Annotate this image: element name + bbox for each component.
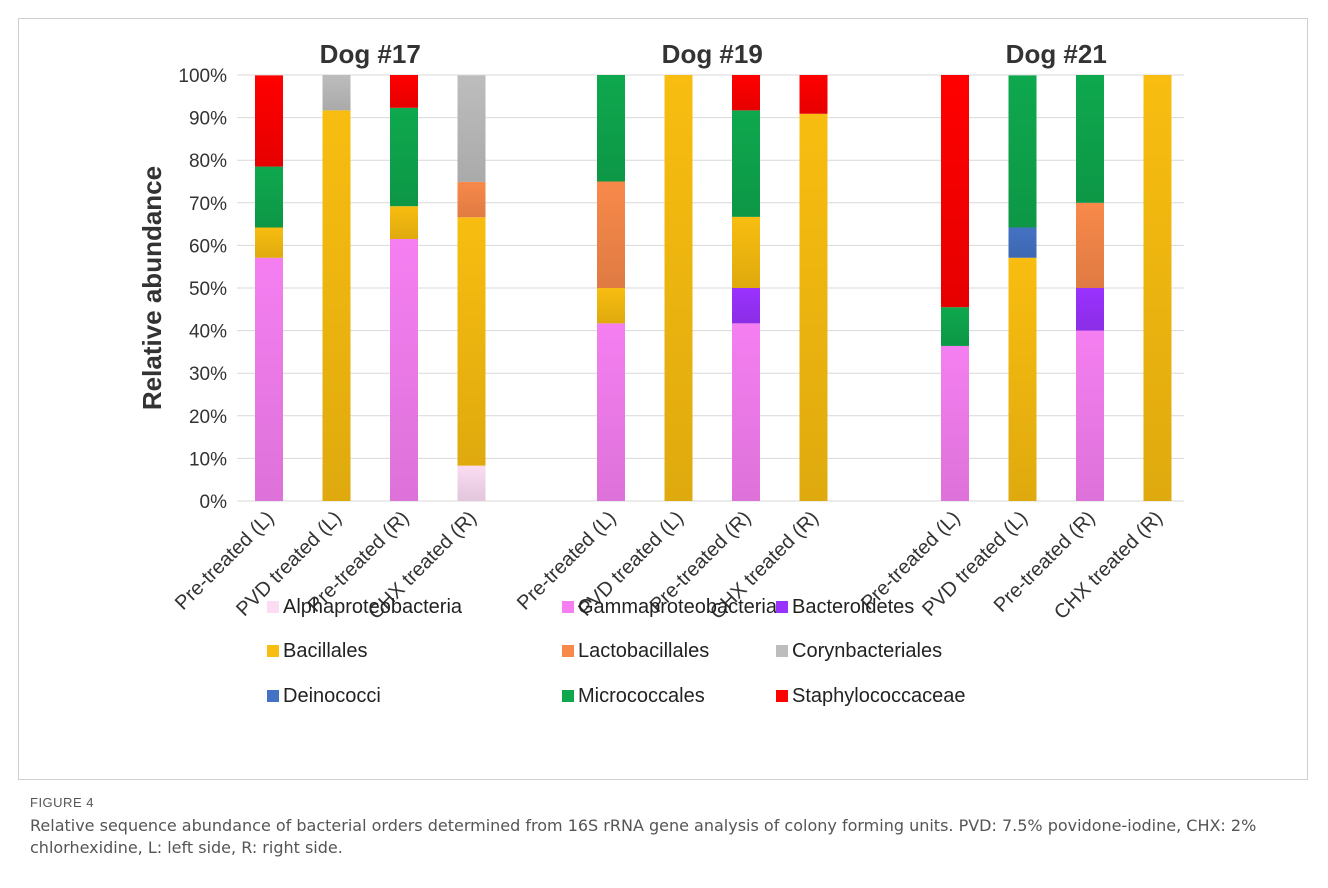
bar-segment [941, 75, 969, 308]
legend-swatch [267, 601, 279, 613]
bar-segment [457, 217, 486, 466]
bar-segment [732, 110, 760, 217]
y-tick-label: 40% [189, 322, 227, 343]
grid-lines [237, 74, 1184, 502]
bar-segment [941, 307, 969, 346]
bar-segment [1008, 227, 1037, 258]
bar-segment [322, 75, 351, 111]
legend-item: Corynbacteriales [776, 640, 942, 662]
legend-item: Micrococcales [562, 685, 705, 707]
legend-item: Bacteroidetes [776, 596, 914, 618]
y-tick-label: 30% [189, 364, 227, 385]
chart-container: 0% 10% 20% 30% 40% 50% 60% 70% 80% 90% 100% Relativ… [18, 18, 1308, 780]
legend-swatch [776, 645, 788, 657]
bar-segment [1076, 330, 1104, 501]
y-tick-label: 20% [189, 407, 227, 428]
legend-swatch [562, 601, 574, 613]
bar-segment [390, 107, 418, 207]
y-axis-label: Relative abundance [137, 166, 167, 410]
legend-swatch [776, 601, 788, 613]
legend-label: Lactobacillales [578, 640, 709, 662]
stacked-bar-chart: 0% 10% 20% 30% 40% 50% 60% 70% 80% 90% 100% Relativ… [137, 39, 1184, 707]
bar-segment [1008, 75, 1037, 228]
bar-segment [597, 323, 625, 501]
y-tick-label: 0% [200, 492, 228, 513]
legend-label: Corynbacteriales [792, 640, 942, 662]
y-tick-label: 70% [189, 194, 227, 215]
bar-segment [457, 75, 486, 182]
bar-segment [597, 181, 625, 288]
bar-segment [597, 75, 625, 182]
bar-segment [255, 227, 283, 258]
legend-item: Alphaproteobacteria [267, 596, 463, 618]
bar-segment [255, 166, 283, 228]
legend-label: Alphaproteobacteria [283, 596, 463, 618]
legend-item: Gammaproteobacteria [562, 596, 778, 618]
legend-item: Deinococci [267, 685, 381, 707]
bar-segment [1076, 202, 1104, 288]
bar-segment [732, 323, 760, 501]
bar-segment [322, 110, 351, 501]
legend-label: Bacillales [283, 640, 367, 662]
y-tick-label: 60% [189, 236, 227, 257]
legend-swatch [267, 690, 279, 702]
bar-segment [390, 206, 418, 240]
legend-label: Staphylococcaceae [792, 685, 965, 707]
bar-segment [1143, 75, 1172, 501]
legend-swatch [776, 690, 788, 702]
bar-segment [732, 216, 760, 288]
legend-label: Bacteroidetes [792, 596, 914, 618]
group-title: Dog #17 [320, 39, 421, 69]
bar-segment [664, 75, 693, 501]
legend-label: Gammaproteobacteria [578, 596, 778, 618]
y-tick-label: 90% [189, 109, 227, 130]
y-tick-label: 10% [189, 449, 227, 470]
legend-label: Deinococci [283, 685, 381, 707]
bar-segment [1076, 288, 1104, 331]
legend-swatch [562, 645, 574, 657]
group-title: Dog #19 [662, 39, 763, 69]
y-tick-label: 50% [189, 279, 227, 300]
bar-segment [732, 75, 760, 111]
bar-segment [799, 75, 828, 114]
legend-item: Lactobacillales [562, 640, 709, 662]
bar-segment [255, 75, 283, 167]
group-title: Dog #21 [1006, 39, 1107, 69]
bar-segment [390, 75, 418, 108]
legend-swatch [267, 645, 279, 657]
bar-segment [1008, 257, 1037, 501]
legend-item: Bacillales [267, 640, 367, 662]
y-tick-label: 100% [178, 66, 227, 87]
bar-segment [799, 113, 828, 502]
y-tick-label: 80% [189, 151, 227, 172]
legend-swatch [562, 690, 574, 702]
bars [255, 75, 1172, 502]
legend-label: Micrococcales [578, 685, 705, 707]
bar-segment [597, 288, 625, 324]
bar-segment [941, 345, 969, 501]
bar-segment [255, 257, 283, 501]
bar-segment [457, 465, 486, 501]
legend-item: Staphylococcaceae [776, 685, 965, 707]
legend: Alphaproteobacteria Gammaproteobacteria Ba… [267, 596, 965, 707]
bar-segment [457, 181, 486, 218]
bar-segment [390, 239, 418, 501]
bar-segment [1076, 75, 1104, 203]
figure-caption: Relative sequence abundance of bacterial… [30, 816, 1257, 857]
bar-segment [732, 288, 760, 324]
figure-label: FIGURE 4 [30, 795, 94, 810]
